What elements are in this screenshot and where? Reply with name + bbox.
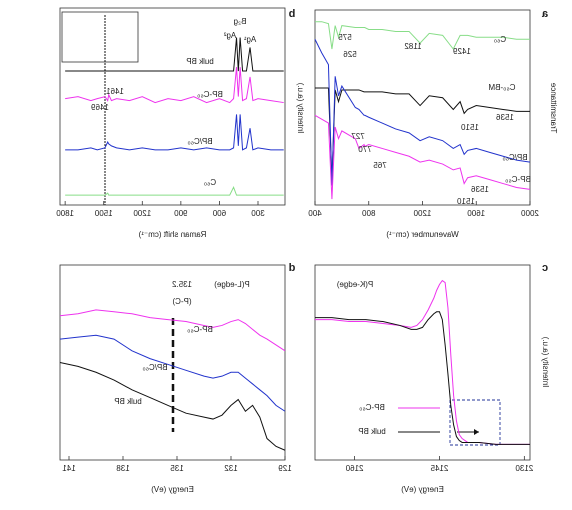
annotation: 1182 [404,42,422,51]
zoom-box [449,399,501,446]
y-axis-label: Transmittance [549,82,558,133]
x-tick-label: 2145 [430,464,448,473]
annotation: P(L-edge) [214,280,250,289]
x-tick-label: 1500 [94,209,112,218]
x-axis-label: Energy (eV) [151,485,194,494]
series-line [65,114,284,151]
annotation: 135.2 [171,280,192,289]
series-line [59,334,286,412]
series-line [59,309,286,352]
series-line [315,87,530,180]
series-line [65,37,284,72]
annotation: 765 [373,161,387,170]
panel-label: d [289,262,296,274]
annotation: Ag² [223,31,236,40]
x-tick-label: 600 [212,209,226,218]
series-label: bulk BP [186,57,214,66]
series-label: BP/C₆₀ [187,137,212,146]
annotation: 1469 [91,103,109,112]
series-line [65,186,284,196]
x-axis-label: Raman shift (cm⁻¹) [138,230,206,239]
x-tick-label: 138 [116,464,130,473]
x-tick-label: 1800 [56,209,74,218]
series-line [315,311,530,445]
x-tick-label: 1200 [413,209,431,218]
mirrored-figure: 400 800 1200 1600 2000 Wavenumber (cm⁻¹) Trans… [56,7,558,494]
y-axis-label: Intensity (a.u.) [541,336,550,387]
annotation: 1461 [106,87,124,96]
annotation: Ag¹ [243,35,256,44]
x-tick-label: 1200 [133,209,151,218]
panel-label: c [542,262,548,274]
x-tick-label: 141 [62,464,76,473]
x-tick-label: 132 [224,464,238,473]
annotation: 1510 [461,123,479,132]
series-line [315,279,530,445]
annotation: (P-C) [172,297,191,306]
series-label: C₆₀-BM [488,83,515,92]
x-tick-label: 2130 [515,464,533,473]
x-tick-label: 1600 [467,209,485,218]
series-label: bulk BP [114,397,142,406]
series-line [59,362,286,451]
x-axis-label: Wavenumber (cm⁻¹) [386,230,459,239]
series-label: BP/C₆₀ [502,153,527,162]
plot-frame [59,7,286,206]
annotation: 1536 [471,185,489,194]
y-axis-label: Intensity (a.u.) [296,82,305,133]
annotation: P(K-edge) [336,280,373,289]
annotation: 526 [343,50,357,59]
series-line [315,21,530,50]
x-tick-label: 400 [308,209,322,218]
series-label: BP-C₆₀ [197,90,223,99]
x-tick-label: 800 [362,209,376,218]
plot-frame [314,264,531,461]
x-tick-label: 300 [251,209,265,218]
series-label: C₆₀ [494,35,506,44]
legend-label: bulk BP [358,427,386,436]
series-line [314,39,531,186]
series-label: C₆₀ [204,178,216,187]
panel-label: b [288,8,295,20]
annotation: 1536 [496,113,514,122]
x-tick-label: 135 [170,464,184,473]
annotation: B₂g [234,17,247,26]
x-tick-label: 900 [174,209,188,218]
arrow-head [474,429,479,435]
annotation: 575 [338,33,352,42]
series-line [65,67,284,104]
panel-label: a [541,8,548,20]
x-tick-label: 129 [278,464,292,473]
series-label: BP/C₆₀ [142,363,167,372]
x-tick-label: 2000 [521,209,539,218]
annotation: 1429 [453,47,471,56]
x-axis-label: Energy (eV) [401,485,444,494]
legend-label: BP-C₆₀ [359,403,385,412]
annotation: 727 [351,132,365,141]
inset-frame [61,11,139,63]
series-label: BP-C₆₀ [187,325,213,334]
x-tick-label: 2160 [345,464,363,473]
annotation: 1510 [457,197,475,206]
annotation: 770 [358,145,372,154]
series-line [314,114,531,200]
series-label: BP-C₆₀ [505,175,531,184]
